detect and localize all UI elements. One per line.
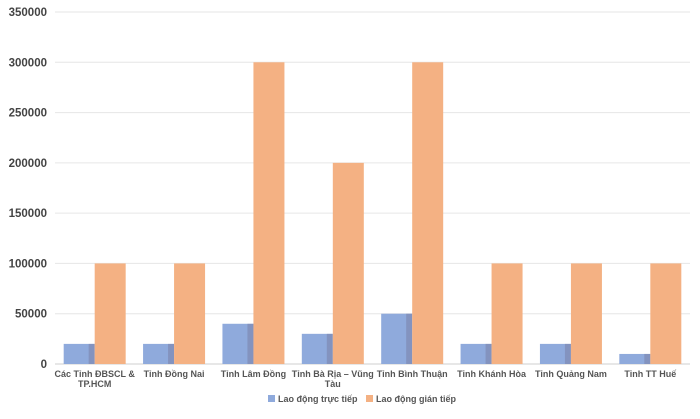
y-tick-label: 0 xyxy=(41,359,47,371)
x-tick-label: Tỉnh Khánh Hòa xyxy=(457,369,527,379)
x-tick-label: Tỉnh Đồng Nai xyxy=(144,369,205,379)
bar-indirect xyxy=(650,263,682,364)
bar-indirect xyxy=(570,263,602,364)
y-tick-label: 350000 xyxy=(9,7,47,19)
y-tick-label: 250000 xyxy=(9,108,47,120)
y-tick-label: 200000 xyxy=(9,158,47,170)
bar-shade xyxy=(247,323,254,364)
y-tick-label: 150000 xyxy=(9,208,47,220)
bar-direct xyxy=(143,343,175,364)
x-tick-label: Tỉnh Quảng Nam xyxy=(535,369,607,379)
legend-swatch xyxy=(366,395,373,402)
bar-shade xyxy=(644,353,651,364)
bar-direct xyxy=(63,343,95,364)
bar-direct xyxy=(619,353,651,364)
bar-shade xyxy=(564,343,571,364)
bar-shade xyxy=(326,333,333,364)
bar-indirect xyxy=(332,162,364,364)
y-tick-label: 50000 xyxy=(15,309,47,321)
bar-direct xyxy=(539,343,571,364)
bar-indirect xyxy=(174,263,206,364)
bar-shade xyxy=(88,343,95,364)
bar-direct xyxy=(460,343,492,364)
legend-swatch xyxy=(268,395,275,402)
bar-indirect xyxy=(412,62,444,365)
bar-indirect xyxy=(253,62,285,365)
bar-shade xyxy=(406,313,413,364)
bar-shade xyxy=(168,343,175,364)
legend-label: Lao động gián tiếp xyxy=(376,394,456,404)
legend-label: Lao động trực tiếp xyxy=(278,394,358,404)
x-tick-label: Tỉnh Bà Rịa – Vũng Tàu xyxy=(292,369,374,389)
x-tick-label: Tỉnh Bình Thuận xyxy=(377,369,448,379)
bar-indirect xyxy=(491,263,523,364)
y-tick-label: 300000 xyxy=(9,57,47,69)
x-tick-label: Tỉnh TT Huế xyxy=(624,369,677,379)
bar-shade xyxy=(485,343,492,364)
bar-indirect xyxy=(94,263,126,364)
x-tick-label: Tỉnh Lâm Đồng xyxy=(221,369,287,379)
y-tick-label: 100000 xyxy=(9,258,47,270)
x-tick-label: Các Tỉnh ĐBSCL & TP.HCM xyxy=(55,369,136,389)
